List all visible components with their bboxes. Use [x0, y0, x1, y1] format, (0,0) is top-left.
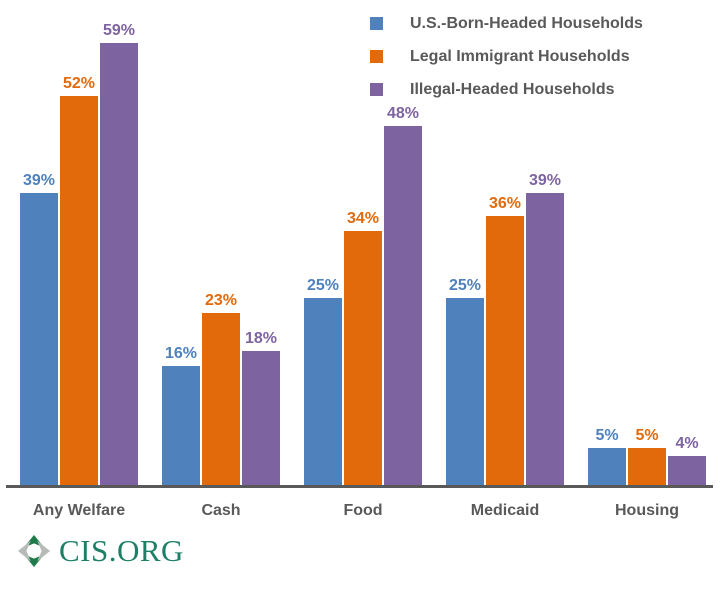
logo-text: CIS.ORG: [59, 533, 184, 568]
bar-cell-food-series-0: 25%: [304, 277, 342, 486]
bar-cell-cash-series-0: 16%: [162, 345, 200, 486]
legend-swatch-us-born-icon: [370, 17, 383, 30]
bar: [202, 313, 240, 486]
cis-logo: CIS.ORG: [18, 532, 184, 570]
bar-cell-housing-series-0: 5%: [588, 427, 626, 486]
legend-label-legal-immigrant: Legal Immigrant Households: [410, 47, 630, 65]
bar: [60, 96, 98, 486]
bar-group-any-welfare: 39% 52% 59%: [20, 22, 138, 486]
bar: [20, 193, 58, 486]
legend-label-illegal-headed: Illegal-Headed Households: [410, 80, 615, 98]
bar: [162, 366, 200, 486]
category-label-medicaid: Medicaid: [470, 502, 540, 519]
value-label: 39%: [22, 172, 56, 189]
bar-cell-any-welfare-series-0: 39%: [20, 172, 58, 486]
bar-cell-cash-series-2: 18%: [242, 330, 280, 486]
value-label: 59%: [102, 22, 136, 39]
legend-item-legal-immigrant: Legal Immigrant Households: [370, 40, 643, 73]
bar-group-cash: 16% 23% 18%: [162, 292, 280, 486]
bar: [446, 298, 484, 486]
bar: [344, 231, 382, 486]
legend-label-us-born: U.S.-Born-Headed Households: [410, 14, 643, 32]
legend-swatch-illegal-headed-icon: [370, 83, 383, 96]
category-label-cash: Cash: [201, 502, 241, 519]
bar-cell-cash-series-1: 23%: [202, 292, 240, 486]
cis-clover-icon: [18, 535, 50, 567]
value-label: 5%: [635, 427, 659, 444]
bar-cell-food-series-2: 48%: [384, 105, 422, 486]
bar: [628, 448, 666, 486]
value-label: 16%: [164, 345, 198, 362]
bar-cell-any-welfare-series-1: 52%: [60, 75, 98, 486]
legend-item-us-born: U.S.-Born-Headed Households: [370, 7, 643, 40]
category-label-food: Food: [343, 502, 383, 519]
bar: [384, 126, 422, 486]
bar-cell-food-series-1: 34%: [344, 210, 382, 486]
value-label: 39%: [528, 172, 562, 189]
bar-cell-medicaid-series-2: 39%: [526, 172, 564, 486]
bar: [588, 448, 626, 486]
bar-cell-any-welfare-series-2: 59%: [100, 22, 138, 486]
bar-cell-medicaid-series-0: 25%: [446, 277, 484, 486]
x-axis-labels: Any Welfare Cash Food Medicaid Housing: [0, 502, 720, 524]
category-label-any-welfare: Any Welfare: [32, 502, 126, 519]
bar: [668, 456, 706, 486]
legend-swatch-legal-immigrant-icon: [370, 50, 383, 63]
bar: [100, 43, 138, 486]
bar-cell-housing-series-1: 5%: [628, 427, 666, 486]
bar: [526, 193, 564, 486]
bar: [304, 298, 342, 486]
bar-cell-medicaid-series-1: 36%: [486, 195, 524, 486]
plot-area: 39% 52% 59% 16% 23% 18% 25% 34% 48% 25% 36% 39% 5% 5%…: [20, 22, 706, 486]
bar: [242, 351, 280, 486]
bar-group-medicaid: 25% 36% 39%: [446, 172, 564, 486]
value-label: 5%: [595, 427, 619, 444]
value-label: 25%: [448, 277, 482, 294]
value-label: 34%: [346, 210, 380, 227]
legend-item-illegal-headed: Illegal-Headed Households: [370, 73, 643, 106]
value-label: 23%: [204, 292, 238, 309]
value-label: 48%: [386, 105, 420, 122]
value-label: 18%: [244, 330, 278, 347]
value-label: 4%: [675, 435, 699, 452]
bar-group-housing: 5% 5% 4%: [588, 427, 706, 486]
value-label: 36%: [488, 195, 522, 212]
x-axis-line: [6, 485, 713, 488]
value-label: 52%: [62, 75, 96, 92]
category-label-housing: Housing: [615, 502, 679, 519]
bar: [486, 216, 524, 486]
legend: U.S.-Born-Headed Households Legal Immigr…: [370, 7, 643, 106]
bar-group-food: 25% 34% 48%: [304, 105, 422, 486]
value-label: 25%: [306, 277, 340, 294]
bar-cell-housing-series-2: 4%: [668, 435, 706, 486]
